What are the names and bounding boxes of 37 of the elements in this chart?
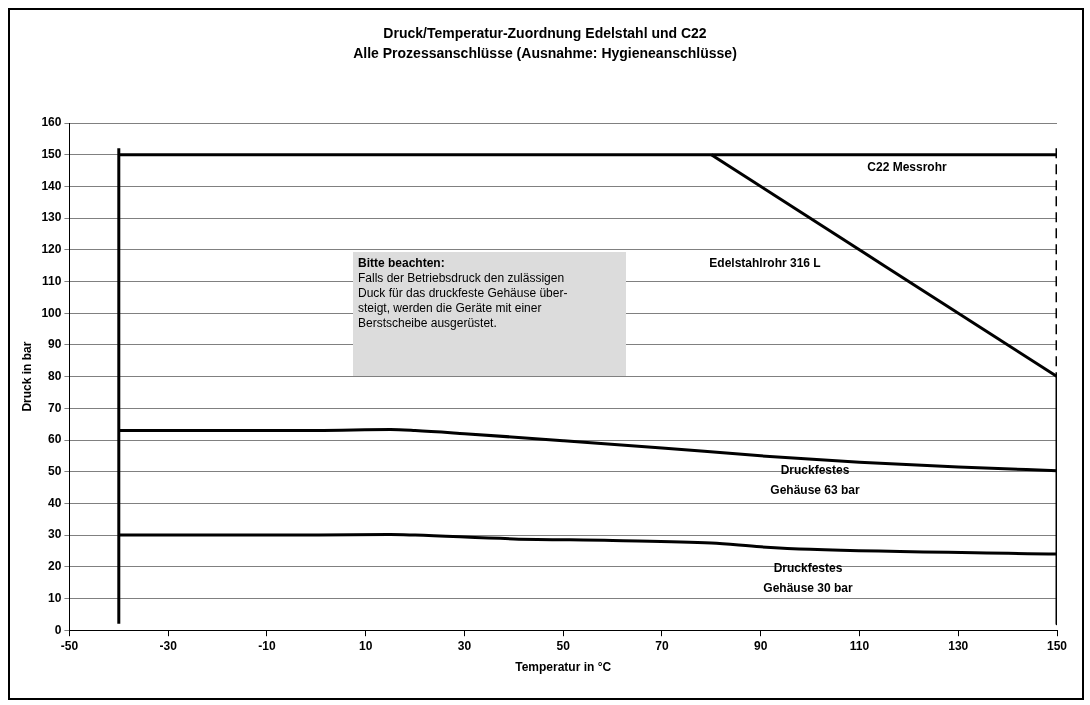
y-tick-label: 40: [48, 495, 62, 510]
annotation: C22 Messrohr: [867, 159, 947, 176]
note-box: Bitte beachten: Falls der Betriebsdruck den zulässigen Duck für das druckfeste Gehäuse über- steigt, werden die Geräte mit einer Berstscheibe ausgerüstet.: [353, 252, 626, 376]
x-tick-label: -50: [60, 638, 79, 653]
x-tick-label: 130: [948, 638, 969, 653]
x-tick-label: -30: [159, 638, 178, 653]
y-tick-label: 150: [41, 147, 62, 162]
chart-title: Druck/Temperatur-Zuordnung Edelstahl und C22: [382, 24, 708, 43]
x-tick-label: 110: [849, 638, 870, 653]
x-tick-label: 150: [1046, 638, 1068, 653]
y-tick-label: 30: [48, 527, 62, 542]
y-tick-label: 50: [48, 464, 62, 479]
annotation: Druckfestes Gehäuse 63 bar: [770, 462, 860, 499]
x-tick-label: 90: [754, 638, 768, 653]
y-tick-label: 160: [41, 115, 62, 130]
y-tick-label: 120: [41, 242, 62, 257]
y-tick-label: 20: [48, 559, 62, 574]
x-axis-title: Temperatur in °C: [515, 660, 612, 675]
y-tick-label: 100: [41, 305, 62, 320]
y-tick-label: 80: [48, 368, 62, 383]
y-tick-label: 130: [41, 210, 62, 225]
y-tick-label: 110: [42, 273, 62, 288]
y-tick-label: 90: [48, 337, 62, 352]
annotation: Druckfestes Gehäuse 30 bar: [763, 560, 853, 597]
chart-subtitle: Alle Prozessanschlüsse (Ausnahme: Hygieneanschlüsse): [352, 44, 738, 63]
x-tick-label: 70: [655, 638, 669, 653]
x-tick-label: -10: [258, 638, 276, 653]
x-tick-label: 10: [359, 638, 373, 653]
annotation: Edelstahlrohr 316 L: [709, 255, 821, 272]
y-tick-label: 0: [54, 622, 62, 637]
y-tick-label: 70: [48, 400, 62, 415]
y-axis-title: Druck in bar: [19, 341, 34, 412]
x-tick-label: 30: [457, 638, 472, 653]
x-tick-label: 50: [556, 638, 571, 653]
y-tick-label: 140: [41, 178, 62, 193]
y-tick-label: 10: [48, 590, 62, 605]
y-tick-label: 60: [48, 432, 62, 447]
